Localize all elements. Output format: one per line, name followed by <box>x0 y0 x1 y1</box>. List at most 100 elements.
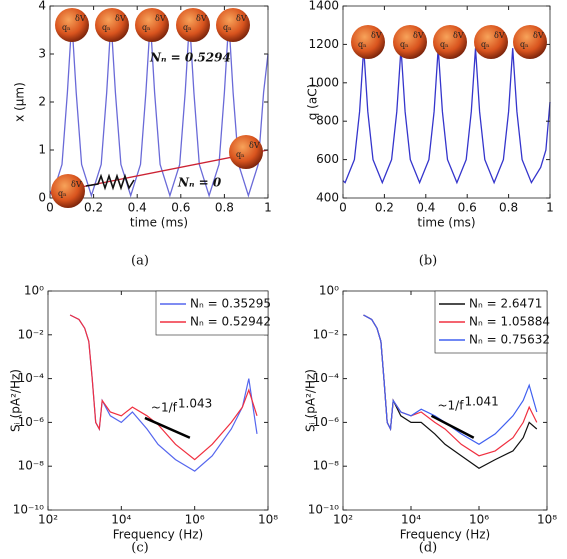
caption: (a) <box>131 254 149 269</box>
legend-label: Nₙ = 0.75632 <box>469 333 550 347</box>
particle-label: δV <box>533 31 544 40</box>
legend-label: Nₙ = 2.6471 <box>469 297 542 311</box>
fit-exponent: 1.041 <box>464 394 498 408</box>
y-tick-label: 1400 <box>308 0 339 13</box>
particle <box>474 25 508 59</box>
y-tick-label: 800 <box>316 114 339 128</box>
particle-label: δV <box>236 14 247 23</box>
legend-box <box>434 290 548 354</box>
x-tick-label: 10⁸ <box>258 513 278 527</box>
particle-label: δV <box>413 31 424 40</box>
particle-label: qₙ <box>62 23 71 32</box>
series-line <box>69 314 258 472</box>
y-tick-label: 10⁻⁴ <box>313 371 340 385</box>
y-axis-label: Sᵢ (pA²/Hz) <box>304 369 318 432</box>
x-tick-label: 1 <box>264 201 272 215</box>
legend-label: Nₙ = 1.05884 <box>469 315 550 329</box>
fit-line <box>430 414 475 439</box>
particle-label: qₙ <box>223 23 232 32</box>
x-tick-label: 10⁸ <box>537 513 557 527</box>
particle <box>176 8 210 42</box>
y-tick-label: 10⁰ <box>319 284 339 298</box>
particle <box>95 8 129 42</box>
particle <box>229 135 263 169</box>
particle-label: qₙ <box>58 189 67 198</box>
fit-annotation: ~1/f <box>151 400 178 414</box>
x-tick-label: 0 <box>46 201 54 215</box>
y-tick-label: 10⁻¹⁰ <box>308 503 339 517</box>
y-tick-label: 2 <box>38 95 46 109</box>
x-tick-label: 10² <box>38 513 58 527</box>
x-tick-label: 0.4 <box>128 201 147 215</box>
x-tick-label: 10⁴ <box>401 513 421 527</box>
particle-label: qₙ <box>142 23 151 32</box>
x-tick-label: 0.6 <box>171 201 190 215</box>
y-tick-label: 3 <box>38 47 46 61</box>
particle <box>55 8 89 42</box>
x-axis-label: time (ms) <box>417 216 475 230</box>
caption: (d) <box>419 541 437 556</box>
particle-label: qₙ <box>183 23 192 32</box>
fit-exponent: 1.043 <box>178 396 212 410</box>
x-tick-label: 0.2 <box>84 201 103 215</box>
y-tick-label: 10⁻² <box>18 327 45 341</box>
x-tick-label: 1 <box>546 201 554 215</box>
series-line <box>49 20 269 198</box>
x-tick-label: 0.6 <box>458 201 477 215</box>
y-tick-label: 10⁻² <box>313 327 340 341</box>
x-axis-label: Frequency (Hz) <box>113 528 204 542</box>
y-tick-label: 10⁻⁶ <box>313 415 340 429</box>
annotation: Nₙ = 0.5294 <box>149 51 231 65</box>
x-tick-label: 10² <box>333 513 353 527</box>
x-tick-label: 0 <box>339 201 347 215</box>
x-axis-label: time (ms) <box>130 216 188 230</box>
particle <box>351 25 385 59</box>
caption: (c) <box>131 541 148 556</box>
y-tick-label: 400 <box>316 191 339 205</box>
particle-label: qₙ <box>236 150 245 159</box>
y-tick-label: 4 <box>38 0 46 13</box>
x-tick-label: 10⁴ <box>111 513 131 527</box>
series-line <box>69 314 258 461</box>
y-tick-label: 10⁻⁶ <box>18 415 45 429</box>
particle-label: qₙ <box>481 40 490 49</box>
particle-label: δV <box>453 31 464 40</box>
x-tick-label: 0.8 <box>215 201 234 215</box>
particle-label: qₙ <box>102 23 111 32</box>
particle <box>135 8 169 42</box>
y-tick-label: 1000 <box>308 75 339 89</box>
y-axis-label: q (aC) <box>306 84 320 121</box>
x-tick-label: 0.4 <box>416 201 435 215</box>
y-axis-label: Sᵢ (pA²/Hz) <box>9 369 23 432</box>
particle-label: δV <box>371 31 382 40</box>
y-axis-label: x (μm) <box>13 82 27 122</box>
x-tick-label: 0.8 <box>499 201 518 215</box>
x-axis-label: Frequency (Hz) <box>400 528 491 542</box>
y-tick-label: 600 <box>316 152 339 166</box>
particle-label: δV <box>71 180 82 189</box>
particle <box>513 25 547 59</box>
y-tick-label: 10⁻¹⁰ <box>13 503 44 517</box>
y-tick-label: 10⁻⁴ <box>18 371 45 385</box>
legend-box <box>155 290 269 336</box>
legend-label: Nₙ = 0.52942 <box>190 315 271 329</box>
particle <box>393 25 427 59</box>
particle-label: δV <box>75 14 86 23</box>
annotation: Nₙ = 0 <box>177 176 222 190</box>
x-tick-label: 0.2 <box>375 201 394 215</box>
particle <box>51 174 85 208</box>
x-tick-label: 10⁶ <box>469 513 489 527</box>
legend-label: Nₙ = 0.35295 <box>190 297 271 311</box>
particle-label: qₙ <box>400 40 409 49</box>
particle-label: δV <box>494 31 505 40</box>
caption: (b) <box>419 254 437 269</box>
fit-line <box>144 416 191 439</box>
series-line <box>342 48 551 185</box>
fit-annotation: ~1/f <box>437 398 464 412</box>
particle-label: qₙ <box>358 40 367 49</box>
particle-label: qₙ <box>520 40 529 49</box>
y-tick-label: 0 <box>38 191 46 205</box>
particle-label: qₙ <box>440 40 449 49</box>
particle <box>433 25 467 59</box>
